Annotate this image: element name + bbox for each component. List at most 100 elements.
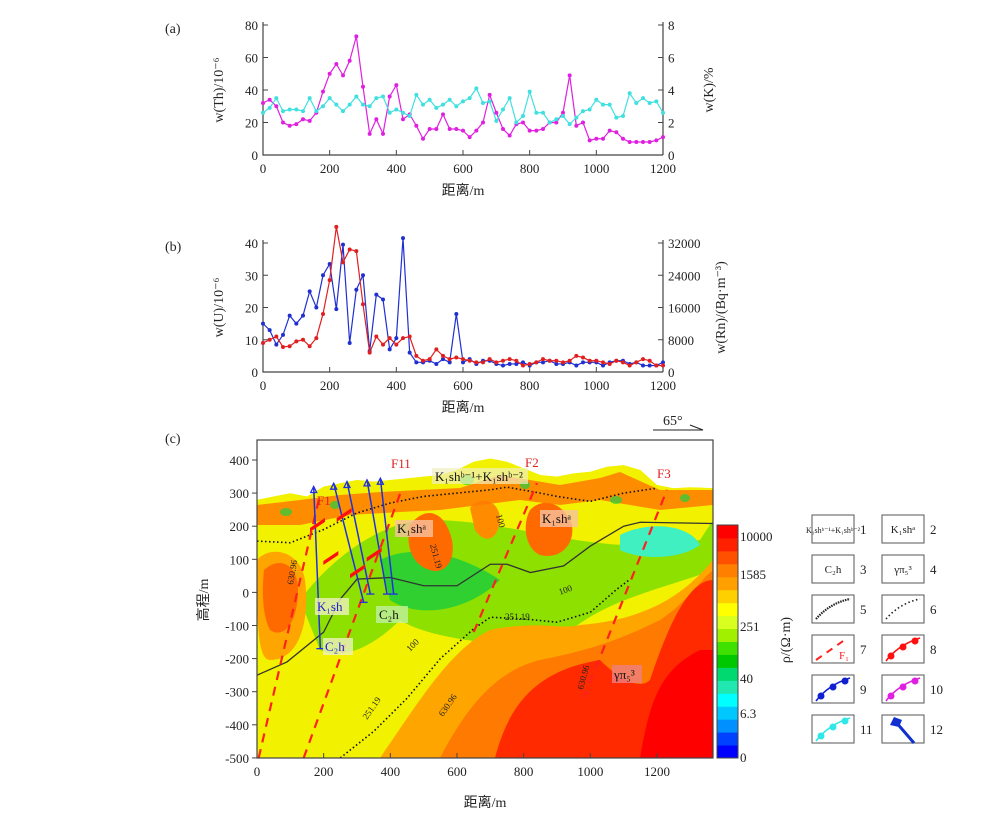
data-point-u: [581, 360, 585, 365]
data-point-th: [641, 140, 645, 144]
data-point-k: [601, 102, 605, 107]
x-tick-label: 200: [320, 161, 340, 176]
resistivity-zone-mid: [470, 500, 500, 539]
data-point-k: [314, 109, 319, 114]
y2-tick-label: 24000: [668, 268, 701, 283]
data-point-k: [647, 101, 652, 105]
colorbar-swatch: [717, 525, 738, 539]
x-tick-label: 1000: [583, 378, 609, 393]
data-point-k: [267, 105, 272, 110]
data-point-k: [661, 110, 665, 115]
axes: [262, 22, 664, 156]
data-point-th: [567, 73, 572, 78]
unit-label-k1sha-1: K₁shᵃ: [397, 521, 426, 536]
legend-series-point-icon: [899, 683, 907, 691]
data-point-rn: [294, 339, 299, 344]
x-tick-label: 1000: [577, 764, 603, 779]
y-tick-label: 0: [252, 148, 259, 163]
data-point-k: [534, 110, 539, 115]
colorbar-swatch: [717, 680, 738, 694]
data-point-k: [554, 117, 559, 122]
data-point-u: [281, 332, 285, 337]
panel-b: (b)0 200 400 600 800 1000 12000102030400800016…: [165, 224, 729, 416]
data-point-k: [301, 109, 305, 114]
y-tick-label: 200: [230, 519, 250, 534]
x-axis-label: 距离/m: [464, 794, 507, 811]
y-tick-label: 20: [245, 116, 258, 131]
y-tick-label: 80: [245, 18, 258, 33]
data-point-u: [294, 321, 299, 326]
panel-label: (b): [165, 240, 182, 255]
panel-label: (a): [165, 22, 181, 37]
drill-collar-icon: [309, 485, 318, 494]
colorbar-swatch: [717, 654, 738, 668]
colorbar-tick-label: 251: [740, 619, 760, 634]
data-point-u: [261, 321, 265, 326]
data-point-th: [607, 128, 612, 133]
data-point-u: [501, 363, 505, 368]
data-point-u: [341, 242, 345, 247]
unit-label-bg: [323, 638, 353, 655]
above-surface: [257, 440, 713, 500]
x-tick-label: 0: [260, 161, 267, 176]
drill-collar-icon: [376, 476, 385, 485]
data-point-k: [607, 102, 612, 107]
y2-tick-label: 8000: [668, 333, 694, 348]
x-tick-label: 200: [320, 378, 340, 393]
y2-axis-label: w(Rn)/(Bq·m⁻³): [714, 261, 729, 354]
data-point-rn: [654, 363, 659, 368]
x-tick-label: 1200: [650, 378, 676, 393]
data-point-k: [494, 118, 499, 123]
data-point-k: [587, 107, 592, 112]
y-axis-label: w(U)/10⁻⁶: [212, 278, 227, 338]
unit-label-bg: [315, 598, 349, 615]
data-point-rn: [287, 344, 292, 349]
data-point-rn: [381, 342, 385, 347]
orebody: [366, 547, 382, 562]
surface-anomaly-band: [257, 472, 713, 525]
data-point-k: [401, 110, 405, 115]
y-tick-label: 0: [243, 585, 250, 600]
data-point-rn: [474, 360, 479, 365]
y2-tick-label: 0: [668, 365, 675, 380]
legend-number: 7: [860, 642, 867, 657]
data-point-k: [374, 96, 379, 101]
y2-tick-label: 4: [668, 83, 675, 98]
unit-label-bg: [540, 510, 578, 527]
data-point-k: [487, 99, 492, 104]
data-point-th: [341, 73, 345, 78]
data-point-rn: [527, 361, 532, 366]
data-point-u: [454, 311, 459, 316]
data-point-rn: [614, 358, 619, 363]
data-point-k: [447, 97, 452, 102]
legend-swatch: [811, 514, 855, 544]
data-point-k: [307, 96, 312, 101]
data-point-rn: [661, 363, 665, 368]
data-point-k: [634, 101, 639, 105]
contour-label: 100: [494, 513, 507, 529]
data-point-th: [294, 122, 299, 127]
data-point-k: [521, 114, 525, 118]
data-point-k: [594, 97, 599, 102]
data-point-th: [274, 104, 279, 109]
y-tick-label: 30: [245, 268, 258, 283]
data-point-rn: [567, 358, 572, 363]
data-point-th: [534, 128, 539, 133]
data-point-rn: [647, 358, 652, 363]
data-point-th: [327, 71, 332, 76]
data-point-rn: [634, 360, 639, 365]
colorbar-tick-label: 0: [740, 750, 747, 765]
legend-contour-icon: [815, 597, 851, 620]
data-point-th: [361, 84, 365, 89]
data-point-rn: [607, 361, 612, 366]
data-point-rn: [261, 340, 265, 345]
drill-hole: [366, 479, 388, 595]
data-point-th: [421, 136, 425, 141]
data-point-th: [574, 123, 579, 128]
data-point-th: [261, 101, 265, 105]
data-point-k: [414, 92, 419, 97]
data-point-rn: [521, 363, 525, 368]
data-point-rn: [541, 357, 545, 362]
stratigraphic-boundary: [257, 521, 713, 676]
